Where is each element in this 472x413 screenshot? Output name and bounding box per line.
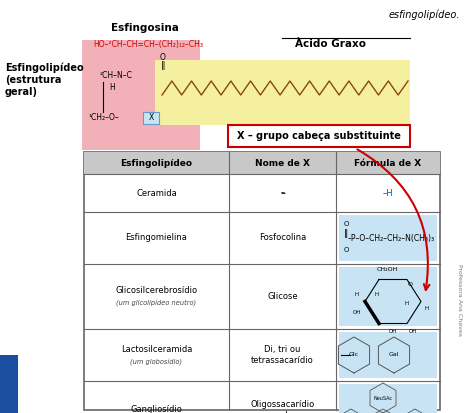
Bar — [84, 152, 440, 174]
Text: Esfingosina: Esfingosina — [111, 23, 179, 33]
Polygon shape — [338, 409, 364, 413]
Text: OH: OH — [353, 310, 361, 315]
Text: –H: –H — [383, 188, 393, 197]
Bar — [339, 332, 437, 378]
Bar — [0, 355, 18, 413]
Bar — [84, 152, 440, 410]
Text: ‖: ‖ — [344, 228, 348, 237]
Text: H: H — [425, 306, 429, 311]
Polygon shape — [402, 409, 428, 413]
Text: Glicose: Glicose — [267, 292, 298, 301]
Polygon shape — [379, 337, 410, 373]
Text: H: H — [405, 301, 409, 306]
Text: Glicosilcerebrosídio: Glicosilcerebrosídio — [116, 286, 198, 295]
Bar — [228, 125, 410, 147]
Bar — [143, 112, 159, 124]
Text: Fórmula de X: Fórmula de X — [354, 159, 421, 168]
Text: O: O — [344, 221, 349, 227]
Text: H: H — [109, 83, 115, 93]
Text: Professora Ana Chaves: Professora Ana Chaves — [457, 264, 463, 336]
Text: (um glicolipídeo neutro): (um glicolipídeo neutro) — [117, 300, 196, 307]
Bar — [82, 40, 200, 150]
Text: Oligossacarídio
complexo: Oligossacarídio complexo — [250, 400, 315, 413]
Text: Nome de X: Nome de X — [255, 159, 310, 168]
Text: ¹CH₂–O–: ¹CH₂–O– — [88, 114, 119, 123]
Text: Ceramida: Ceramida — [136, 188, 177, 197]
Text: (um globosídio): (um globosídio) — [130, 358, 183, 366]
Text: H: H — [374, 292, 378, 297]
Text: Lactosilceramida: Lactosilceramida — [121, 344, 192, 354]
Bar — [339, 384, 437, 413]
Text: Di, tri ou
tetrassacarídio: Di, tri ou tetrassacarídio — [251, 345, 314, 365]
Polygon shape — [370, 409, 396, 413]
Text: Esfingolipídeo: Esfingolipídeo — [120, 159, 193, 168]
Text: CH₂OH: CH₂OH — [377, 267, 398, 272]
Text: OH: OH — [408, 329, 417, 334]
Text: Glc: Glc — [349, 353, 359, 358]
Text: X: X — [148, 114, 153, 123]
Text: –P–O–CH₂–CH₂–N(CH₃)₃: –P–O–CH₂–CH₂–N(CH₃)₃ — [348, 235, 435, 244]
Text: Esfingomielina: Esfingomielina — [126, 233, 187, 242]
Text: ²CH–N–C: ²CH–N–C — [100, 71, 133, 81]
Text: NeuSAc: NeuSAc — [373, 396, 393, 401]
Text: –: – — [280, 188, 285, 197]
Text: (estrutura: (estrutura — [5, 75, 61, 85]
Polygon shape — [338, 337, 370, 373]
Text: X – grupo cabeça substituinte: X – grupo cabeça substituinte — [237, 131, 401, 141]
Text: O: O — [344, 247, 349, 253]
Text: Àcido Graxo: Àcido Graxo — [295, 39, 366, 49]
Polygon shape — [370, 383, 396, 413]
Text: O: O — [160, 54, 166, 62]
Text: O: O — [407, 282, 413, 287]
Text: Gangliosídio: Gangliosídio — [131, 406, 183, 413]
Text: H: H — [355, 292, 359, 297]
Bar — [339, 215, 437, 261]
Text: HO–²CH–CH=CH–(CH₂)₁₂–CH₃: HO–²CH–CH=CH–(CH₂)₁₂–CH₃ — [93, 40, 203, 48]
Text: ‖: ‖ — [161, 60, 165, 69]
Text: Fosfocolina: Fosfocolina — [259, 233, 306, 242]
Bar — [339, 267, 437, 326]
Text: –: – — [280, 188, 285, 198]
Text: geral): geral) — [5, 87, 38, 97]
Text: Esfingolipídeo: Esfingolipídeo — [5, 63, 84, 73]
Text: OH: OH — [389, 329, 397, 334]
Text: Gal: Gal — [389, 353, 399, 358]
Bar — [155, 60, 410, 125]
Text: esfingolipídeo.: esfingolipídeo. — [388, 10, 460, 21]
